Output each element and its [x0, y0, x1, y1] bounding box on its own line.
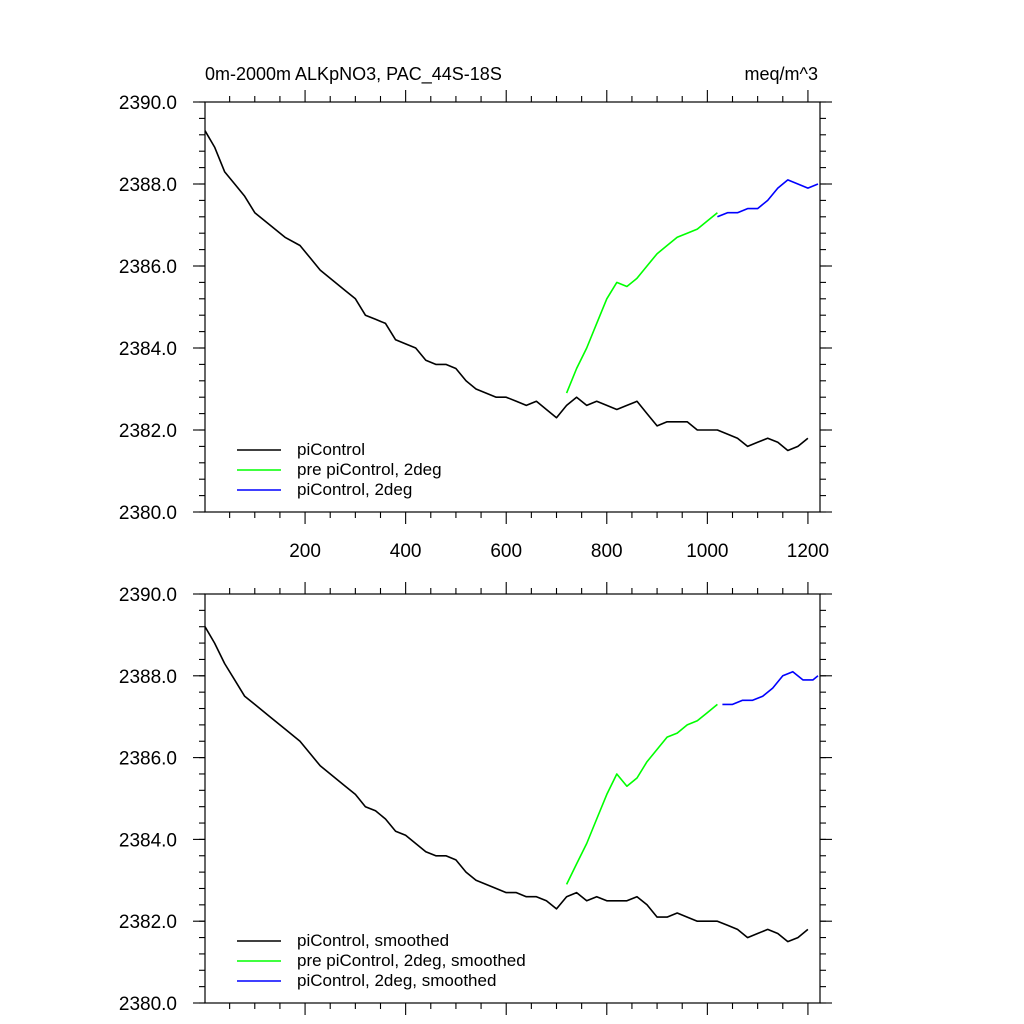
- x-tick-label: 1200: [787, 541, 829, 562]
- x-tick-label: 200: [289, 541, 321, 562]
- legend-label: pre piControl, 2deg: [297, 460, 442, 479]
- series-line-3: [722, 670, 819, 706]
- series-line-1: [204, 130, 809, 452]
- y-tick-label: 2380.0: [119, 994, 177, 1015]
- series-line-2: [565, 703, 718, 885]
- y-tick-label: 2384.0: [119, 830, 177, 851]
- plot-frame: [204, 593, 821, 1004]
- x-tick-label: 400: [390, 541, 422, 562]
- x-tick-label: 1000: [686, 541, 728, 562]
- y-tick-label: 2380.0: [119, 503, 177, 524]
- chart-panel-2: 2380.0 2382.0 2384.0 2386.0 2388.0 2390.0 piCo…: [119, 582, 832, 1015]
- y-tick-label: 2388.0: [119, 667, 177, 688]
- legend-label: pre piControl, 2deg, smoothed: [297, 951, 526, 970]
- y-tick-label: 2382.0: [119, 912, 177, 933]
- series-line-1: [204, 626, 809, 943]
- legend-label: piControl, 2deg, smoothed: [297, 971, 496, 990]
- y-tick-label: 2386.0: [119, 749, 177, 770]
- y-tick-label: 2386.0: [119, 257, 177, 278]
- chart-panel-1: 0m-2000m ALKpNO3, PAC_44S-18S meq/m^3 2380…: [119, 64, 832, 562]
- chart-title: 0m-2000m ALKpNO3, PAC_44S-18S: [205, 64, 502, 85]
- legend-label: piControl, smoothed: [297, 931, 449, 950]
- x-tick-label: 600: [490, 541, 522, 562]
- y-tick-label: 2384.0: [119, 339, 177, 360]
- legend-label: piControl: [297, 440, 365, 459]
- legend-label: piControl, 2deg: [297, 480, 412, 499]
- x-tick-label: 800: [591, 541, 623, 562]
- series-line-3: [717, 179, 819, 218]
- y-tick-label: 2390.0: [119, 585, 177, 606]
- y-tick-label: 2382.0: [119, 421, 177, 442]
- y-tick-label: 2390.0: [119, 93, 177, 114]
- y-tick-label: 2388.0: [119, 175, 177, 196]
- series-line-2: [565, 212, 718, 394]
- plot-frame: [204, 101, 821, 513]
- units-label: meq/m^3: [745, 64, 818, 84]
